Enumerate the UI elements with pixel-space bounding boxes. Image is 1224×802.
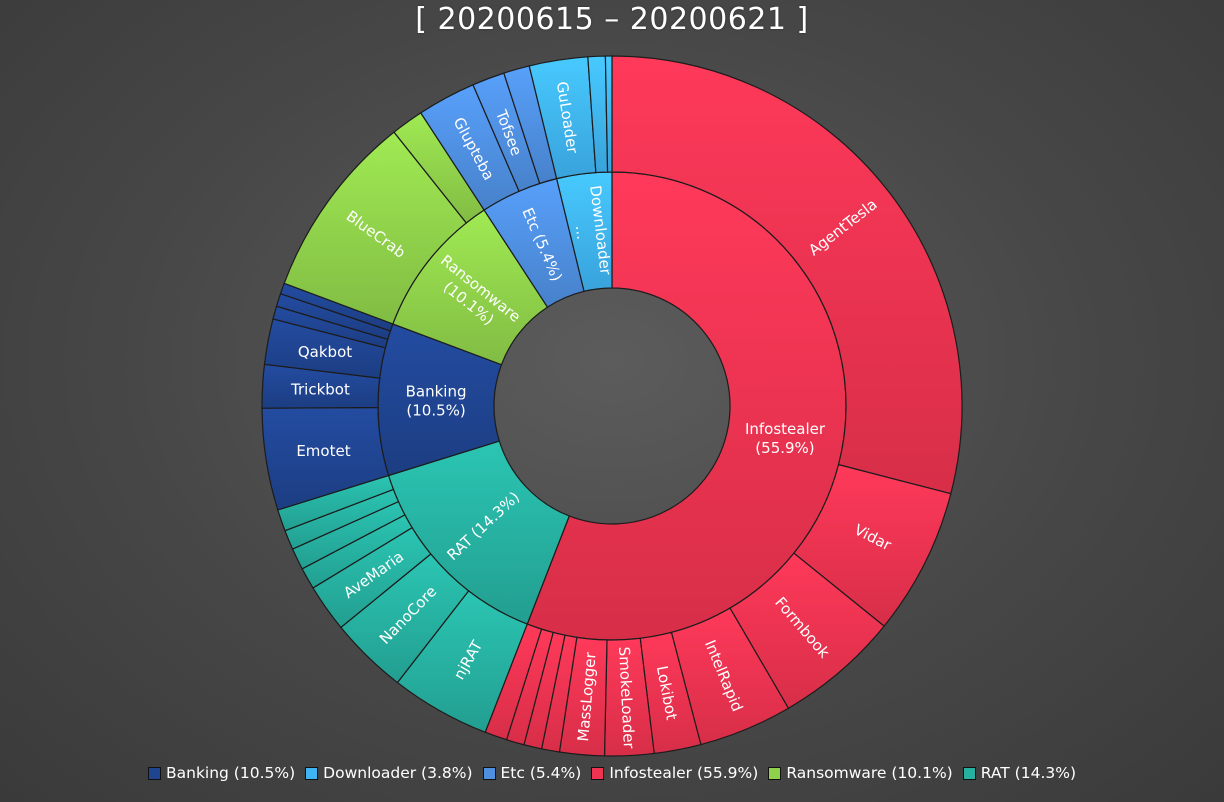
legend-item-etc: Etc (5.4%) — [482, 764, 582, 782]
chart-title: [ 20200615 – 20200621 ] — [415, 2, 809, 37]
legend-item-downloader: Downloader (3.8%) — [305, 764, 473, 782]
outer-label-emotet: Emotet — [296, 442, 350, 460]
legend-label: Ransomware (10.1%) — [786, 764, 953, 782]
legend: Banking (10.5%) Downloader (3.8%) Etc (5.4… — [0, 764, 1224, 782]
legend-item-infostealer: Infostealer (55.9%) — [591, 764, 758, 782]
outer-label-trickbot: Trickbot — [290, 380, 350, 398]
outer-label-smokeloader: SmokeLoader — [615, 646, 638, 750]
sunburst-chart: Infostealer (55.9%)AgentTeslaVidarFormboo… — [261, 55, 963, 757]
outer-label-qakbot: Qakbot — [298, 343, 352, 361]
legend-item-rat: RAT (14.3%) — [962, 764, 1077, 782]
legend-label: Downloader (3.8%) — [323, 764, 473, 782]
outer-ring — [261, 55, 963, 757]
inner-label-banking: Banking (10.5%) — [406, 383, 467, 420]
legend-swatch — [591, 766, 605, 780]
legend-item-banking: Banking (10.5%) — [147, 764, 296, 782]
legend-label: Banking (10.5%) — [165, 764, 296, 782]
legend-label: Etc (5.4%) — [500, 764, 582, 782]
legend-label: RAT (14.3%) — [980, 764, 1077, 782]
legend-swatch — [768, 766, 782, 780]
inner-ring — [377, 171, 847, 641]
outer-segment-downloader-other-2[interactable] — [604, 55, 613, 173]
legend-item-ransomware: Ransomware (10.1%) — [768, 764, 953, 782]
legend-label: Infostealer (55.9%) — [609, 764, 759, 782]
inner-label-infostealer: Infostealer (55.9%) — [745, 420, 826, 457]
outer-segment-agenttesla[interactable] — [611, 55, 963, 495]
legend-swatch — [962, 766, 976, 780]
legend-swatch — [482, 766, 496, 780]
legend-swatch — [305, 766, 319, 780]
legend-swatch — [147, 766, 161, 780]
